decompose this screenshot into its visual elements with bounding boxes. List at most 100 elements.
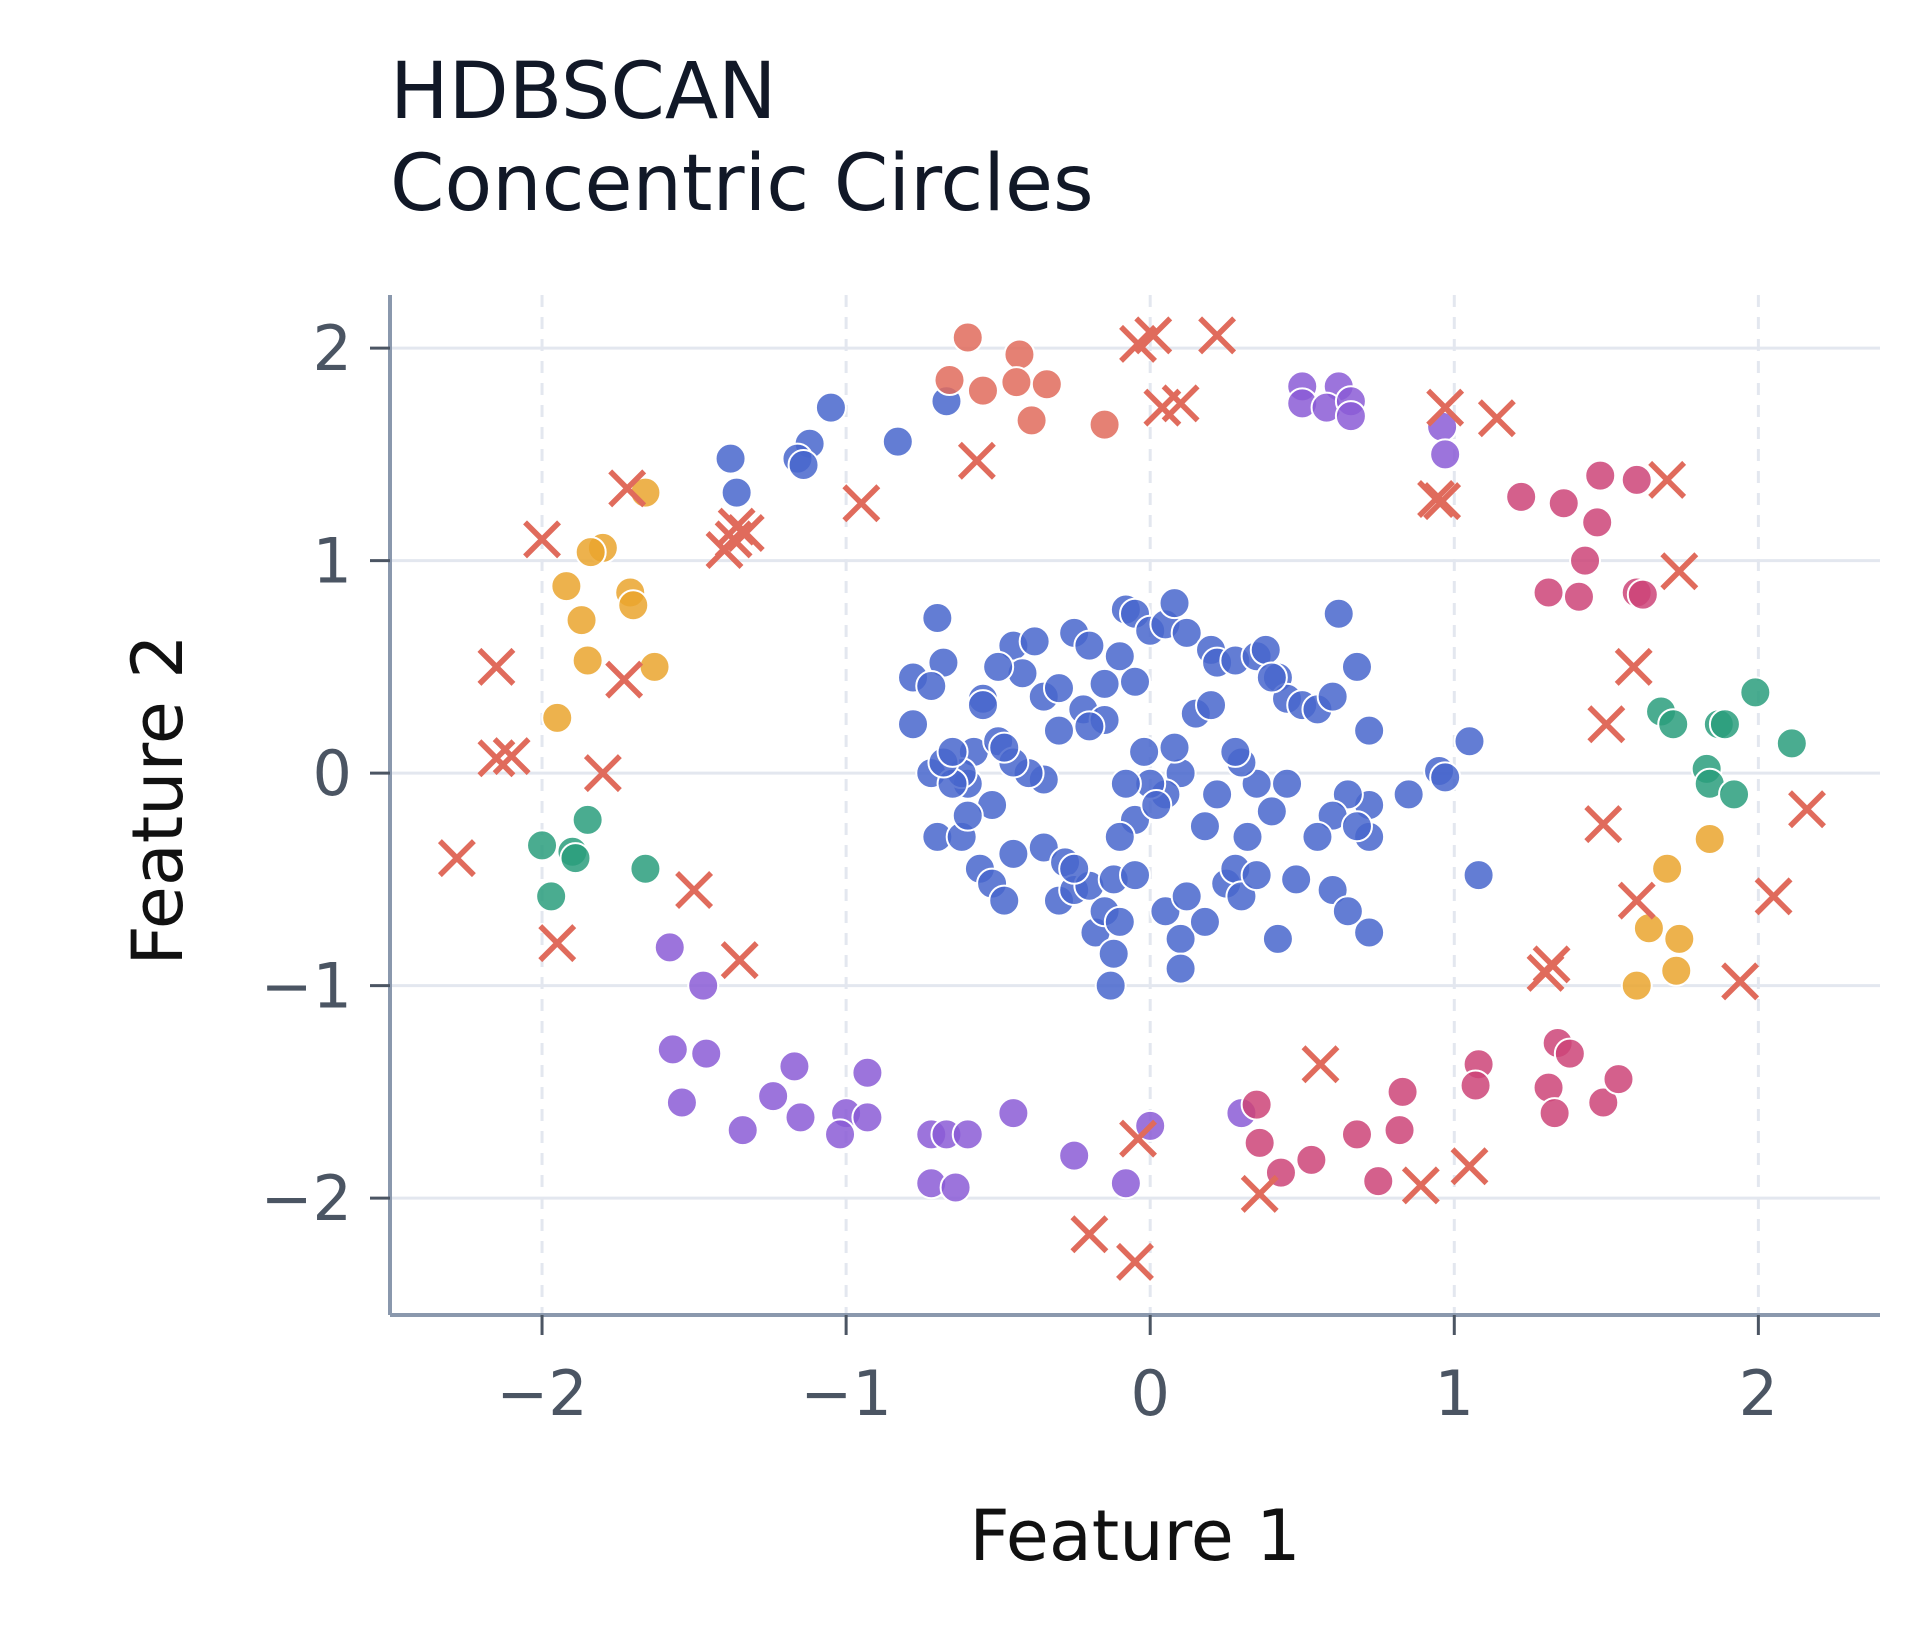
noise-point <box>1450 1147 1489 1186</box>
data-point <box>559 842 592 875</box>
data-point <box>1109 1167 1142 1200</box>
noise-point <box>608 469 647 508</box>
chart-title: HDBSCAN <box>390 47 777 137</box>
data-point <box>656 1033 689 1066</box>
data-point <box>1562 580 1595 613</box>
data-point <box>687 969 720 1002</box>
data-point <box>1331 895 1364 928</box>
noise-point <box>1721 962 1760 1001</box>
data-point <box>851 1101 884 1134</box>
y-tick-label: 1 <box>313 525 352 598</box>
noise-point <box>1477 399 1516 438</box>
data-point <box>1353 714 1386 747</box>
data-point <box>1097 937 1130 970</box>
axes <box>388 295 1880 1317</box>
data-point <box>1103 905 1136 938</box>
data-point <box>1170 880 1203 913</box>
data-point <box>1015 404 1048 437</box>
data-point <box>1663 922 1696 955</box>
data-point <box>665 1086 698 1119</box>
noise-point <box>842 484 881 523</box>
noise-point <box>1584 805 1623 844</box>
noise-point <box>1401 1166 1440 1205</box>
series-6 <box>437 316 1826 1281</box>
data-point <box>1240 859 1273 892</box>
data-point <box>757 1080 790 1113</box>
noise-point <box>705 531 744 569</box>
data-point <box>1775 727 1808 760</box>
data-point <box>1170 616 1203 649</box>
data-point <box>988 884 1021 917</box>
data-point <box>1088 408 1121 441</box>
data-point <box>1158 587 1191 620</box>
data-point <box>1073 629 1106 662</box>
data-point <box>1301 820 1334 853</box>
x-tick-label: 1 <box>1435 1357 1474 1430</box>
data-point <box>787 449 820 481</box>
data-point <box>690 1037 723 1070</box>
series-4 <box>541 476 1726 1002</box>
data-point <box>1532 576 1565 609</box>
data-point <box>1322 597 1355 630</box>
noise-point <box>583 754 622 793</box>
data-point <box>778 1050 811 1083</box>
data-point <box>1042 672 1075 705</box>
data-point <box>1140 789 1173 821</box>
data-point <box>1058 1139 1091 1172</box>
noise-point <box>1116 1242 1154 1281</box>
noise-point <box>1119 1119 1157 1158</box>
x-axis-label: Feature 1 <box>969 1495 1300 1577</box>
data-point <box>939 1171 972 1204</box>
data-point <box>1386 1075 1419 1108</box>
data-point <box>535 880 568 913</box>
data-point <box>550 570 583 603</box>
data-point <box>921 602 954 634</box>
noise-point <box>538 924 577 963</box>
noise-point <box>1614 647 1653 686</box>
noise-point <box>1417 480 1455 518</box>
noise-point <box>523 520 561 559</box>
data-point <box>1030 368 1063 401</box>
series-1 <box>933 321 1121 441</box>
data-point <box>1538 1097 1571 1130</box>
data-point <box>936 735 969 768</box>
noise-point <box>720 941 759 980</box>
data-point <box>1459 1069 1492 1102</box>
data-point <box>1620 463 1653 496</box>
noise-point <box>1161 384 1200 423</box>
data-point <box>1340 650 1373 683</box>
data-point <box>726 1114 759 1147</box>
data-point <box>1693 823 1726 855</box>
data-point <box>1505 480 1538 513</box>
data-point <box>1632 912 1665 945</box>
data-point <box>1739 676 1772 709</box>
y-tick-label: −1 <box>261 950 352 1023</box>
data-point <box>526 829 559 862</box>
noise-point <box>1788 790 1826 829</box>
noise-point <box>492 737 531 776</box>
noise-point <box>1648 460 1687 499</box>
noise-point <box>1423 482 1462 521</box>
data-point <box>1103 640 1136 673</box>
data-point <box>966 689 999 722</box>
data-point <box>1119 665 1151 698</box>
data-point <box>653 931 686 964</box>
data-point <box>1295 1143 1328 1176</box>
noise-point <box>477 647 516 686</box>
data-point <box>1255 795 1288 828</box>
series-5 <box>526 676 1808 913</box>
noise-point <box>1617 881 1656 920</box>
series-0 <box>714 385 1495 1002</box>
data-point <box>824 1118 857 1151</box>
noise-point <box>1660 552 1699 591</box>
data-point <box>1316 680 1349 713</box>
data-points <box>437 316 1826 1281</box>
data-point <box>1164 952 1197 985</box>
data-point <box>1620 969 1653 1002</box>
data-point <box>1657 708 1690 741</box>
data-point <box>997 837 1030 870</box>
data-point <box>1103 820 1136 853</box>
noise-point <box>1587 705 1626 744</box>
data-point <box>1109 767 1142 800</box>
